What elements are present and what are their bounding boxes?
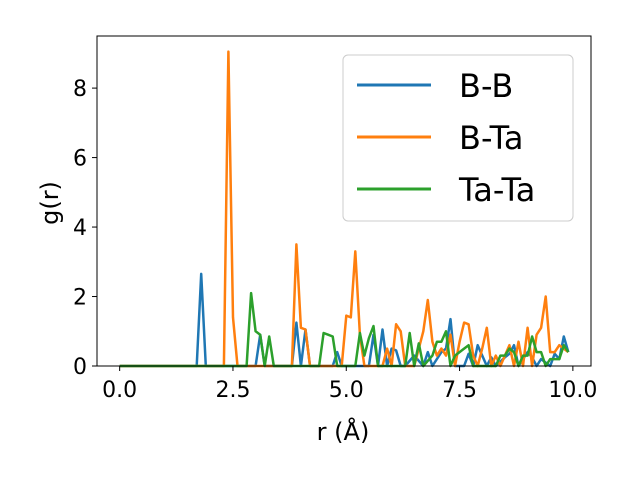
legend-label-ta-ta: Ta-Ta: [458, 171, 535, 209]
y-axis-label: g(r): [36, 181, 64, 225]
plot-frame: [96, 35, 592, 367]
y-tick-label: 6: [73, 147, 87, 172]
legend-label-b-ta: B-Ta: [459, 119, 523, 157]
legend: B-B B-Ta Ta-Ta: [342, 54, 574, 222]
x-tick-label: 0.0: [102, 378, 137, 403]
x-tick-label: 5.0: [329, 378, 364, 403]
y-tick-label: 2: [73, 286, 87, 311]
x-axis-label: r (Å): [317, 417, 370, 446]
series-line-ta-ta: [119, 291, 570, 368]
y-tick-label: 0: [73, 355, 87, 380]
x-tick-label: 10.0: [548, 378, 597, 403]
x-tick-label: 2.5: [215, 378, 250, 403]
x-tick-label: 7.5: [442, 378, 477, 403]
y-tick-label: 4: [73, 216, 87, 241]
y-tick-label: 8: [73, 77, 87, 102]
legend-box: [342, 54, 574, 222]
legend-label-b-b: B-B: [459, 67, 513, 105]
axes: 0.0 2.5 5.0 7.5 10.0 0 2 4 6 8: [73, 35, 597, 403]
